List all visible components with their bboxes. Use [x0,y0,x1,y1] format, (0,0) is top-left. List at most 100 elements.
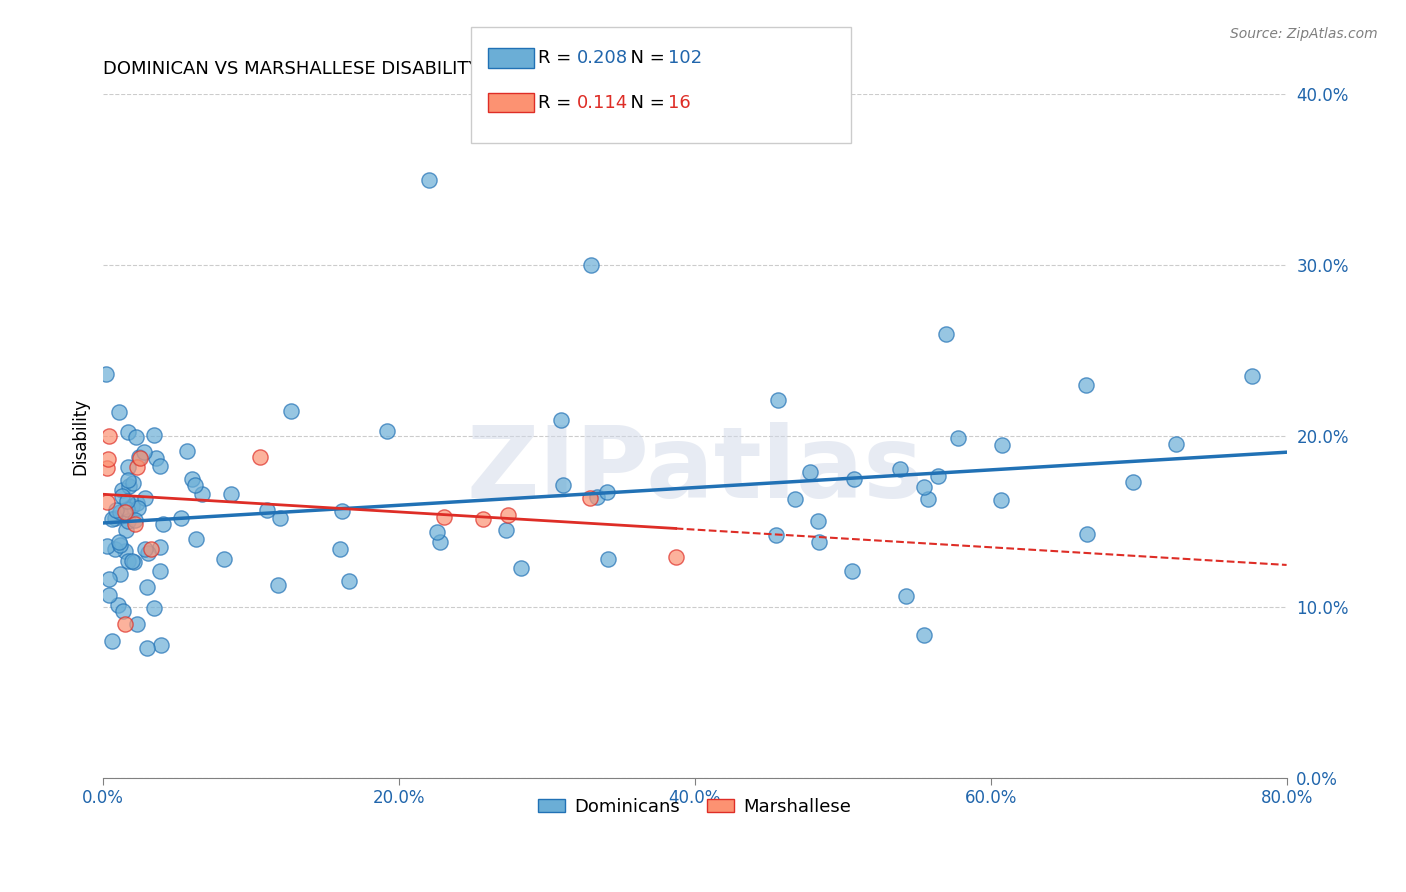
Point [111,489,134,503]
Point [471,512,494,526]
Point [117,459,139,474]
Point [134,445,156,459]
Point [844,471,866,485]
Point [149,564,172,578]
Point [127,501,149,516]
Point [134,491,156,505]
Point [124,516,146,531]
Point [117,425,139,440]
Point [581,258,603,272]
Text: Source: ZipAtlas.com: Source: ZipAtlas.com [1230,27,1378,41]
Point [141,541,163,556]
Text: ZIPatlas: ZIPatlas [467,422,924,518]
Point [117,514,139,528]
Point [124,512,146,526]
Point [1240,369,1263,384]
Point [107,598,129,612]
Point [110,505,132,519]
Point [765,528,787,542]
Legend: Dominicans, Marshallese: Dominicans, Marshallese [531,790,859,823]
Point [118,479,141,493]
Point [143,601,166,615]
Point [128,450,150,465]
Point [96,495,118,509]
Point [808,535,831,549]
Point [596,552,619,566]
Point [115,494,138,508]
Point [1122,475,1144,489]
Point [97,572,120,586]
Point [104,503,127,517]
Text: 102: 102 [668,49,702,67]
Point [337,574,360,589]
Point [136,546,159,560]
Point [212,552,235,566]
Point [267,577,290,591]
Point [990,492,1012,507]
Point [145,451,167,466]
Point [94,368,117,382]
Point [96,461,118,475]
Point [122,555,145,569]
Point [579,491,602,505]
Point [97,588,120,602]
Point [170,510,193,524]
Point [1076,527,1098,541]
Point [114,523,136,537]
Point [256,503,278,517]
Point [586,490,609,504]
Point [433,509,456,524]
Point [665,549,688,564]
Point [136,641,159,656]
Point [108,538,131,552]
Point [184,532,207,546]
Point [991,438,1014,452]
Point [418,173,440,187]
Text: 0.208: 0.208 [576,49,627,67]
Point [128,450,150,465]
Point [96,539,118,553]
Point [117,473,139,487]
Point [551,478,574,492]
Point [183,478,205,492]
Point [148,540,170,554]
Point [510,561,533,575]
Point [114,505,136,519]
Point [927,469,949,483]
Point [108,567,131,582]
Point [127,460,149,475]
Text: DOMINICAN VS MARSHALLESE DISABILITY CORRELATION CHART: DOMINICAN VS MARSHALLESE DISABILITY CORR… [103,60,681,78]
Point [125,616,148,631]
Point [935,326,957,341]
Point [426,524,449,539]
Point [98,429,121,443]
Point [329,542,352,557]
Text: 16: 16 [668,94,690,112]
Point [889,462,911,476]
Point [114,616,136,631]
Point [134,541,156,556]
Point [269,511,291,525]
Point [121,499,143,513]
Point [117,554,139,568]
Point [894,589,917,603]
Point [841,564,863,578]
Point [596,485,619,500]
Point [495,523,517,537]
Point [550,413,572,427]
Point [799,465,821,479]
Point [125,495,148,509]
Point [149,459,172,474]
Text: 0.114: 0.114 [576,94,627,112]
Point [115,502,138,516]
Point [785,491,807,506]
Point [191,487,214,501]
Point [948,432,970,446]
Point [912,480,935,494]
Point [135,580,157,594]
Point [108,534,131,549]
Point [768,392,790,407]
Point [181,472,204,486]
Text: R =: R = [538,94,583,112]
Point [124,430,146,444]
